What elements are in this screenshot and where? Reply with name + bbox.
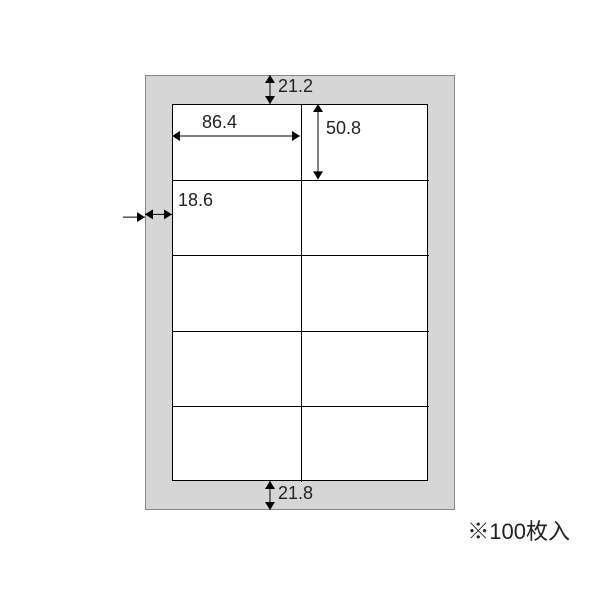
dim-left-margin: 18.6 — [178, 190, 213, 211]
sheet-count-caption: ※100枚入 — [467, 514, 570, 546]
label-sheet-diagram: 21.2 21.8 18.6 86.4 50.8 ※100枚入 — [0, 0, 598, 598]
dim-top-margin: 21.2 — [278, 76, 313, 97]
dim-label-height: 50.8 — [326, 118, 361, 139]
dim-bottom-margin: 21.8 — [278, 483, 313, 504]
dim-label-width: 86.4 — [202, 112, 237, 133]
